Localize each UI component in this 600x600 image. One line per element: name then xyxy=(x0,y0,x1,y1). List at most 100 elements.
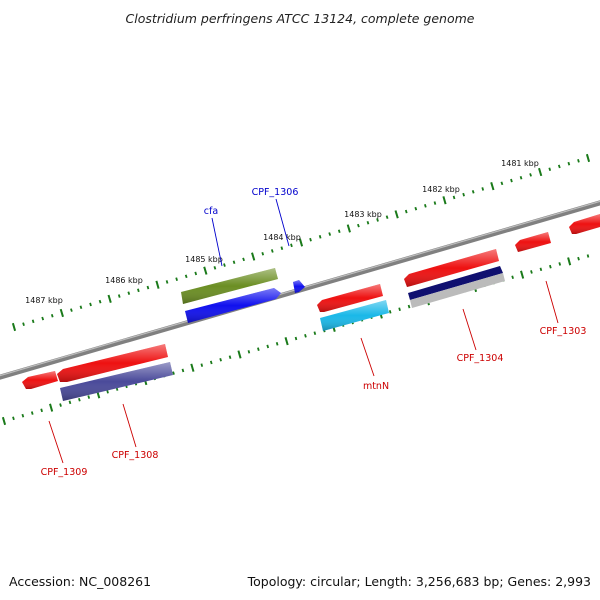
gene-cpf-1304-red[interactable] xyxy=(404,249,499,287)
gene-cpf-1306[interactable] xyxy=(293,280,305,293)
inner-tick-track xyxy=(1,254,590,426)
gene-label-cpf-1308[interactable]: CPF_1308 xyxy=(112,450,159,461)
minor-tick xyxy=(357,223,360,228)
minor-tick xyxy=(59,403,62,407)
major-tick xyxy=(155,280,160,289)
minor-tick xyxy=(500,181,504,186)
minor-tick xyxy=(388,310,392,314)
minor-tick xyxy=(223,263,226,267)
minor-tick xyxy=(398,307,401,312)
minor-tick xyxy=(257,347,260,351)
major-tick xyxy=(59,308,64,318)
gene-cpf-1309[interactable] xyxy=(22,371,58,389)
minor-tick xyxy=(366,220,370,225)
gene-label-cpf-1306[interactable]: CPF_1306 xyxy=(252,187,299,198)
minor-tick xyxy=(213,266,217,270)
accession-text: Accession: NC_008261 xyxy=(9,574,151,589)
minor-tick xyxy=(21,413,25,418)
minor-tick xyxy=(40,408,43,413)
gene-cpf-1304[interactable] xyxy=(408,266,503,300)
minor-tick xyxy=(106,389,109,394)
minor-tick xyxy=(184,274,188,279)
minor-tick xyxy=(261,251,265,256)
minor-tick xyxy=(328,232,332,236)
minor-tick xyxy=(519,175,523,180)
gene-red-edge[interactable] xyxy=(569,214,600,234)
major-tick xyxy=(49,403,54,412)
major-tick xyxy=(442,196,447,205)
minor-tick xyxy=(407,304,411,309)
minor-tick xyxy=(175,277,178,281)
major-tick xyxy=(203,266,208,275)
minor-tick xyxy=(452,195,456,200)
minor-tick xyxy=(294,336,298,341)
minor-tick xyxy=(586,254,590,258)
gene-blue-forward[interactable] xyxy=(185,288,281,323)
gene-label-cpf-1304[interactable]: CPF_1304 xyxy=(457,353,504,364)
forward-genes xyxy=(181,268,305,323)
gene-label-cpf-1303[interactable]: CPF_1303 xyxy=(540,326,587,337)
minor-tick xyxy=(41,316,45,321)
minor-tick xyxy=(31,319,35,324)
major-tick xyxy=(251,252,256,261)
gene-label-cpf-1309[interactable]: CPF_1309 xyxy=(41,467,88,478)
minor-tick xyxy=(318,235,322,239)
kbp-labels: 1481 kbp 1482 kbp 1483 kbp 1484 kbp 1485… xyxy=(25,159,539,305)
kbp-label-1483: 1483 kbp xyxy=(344,210,382,219)
minor-tick xyxy=(548,167,552,172)
minor-tick xyxy=(266,344,270,349)
minor-tick xyxy=(424,204,427,208)
minor-tick xyxy=(127,291,131,295)
kbp-label-1486: 1486 kbp xyxy=(105,276,143,285)
gene-cfa[interactable] xyxy=(181,268,278,304)
minor-tick xyxy=(549,264,552,269)
minor-tick xyxy=(433,201,437,205)
gene-grey-reverse xyxy=(410,273,505,308)
minor-tick xyxy=(304,334,307,338)
gene-cpf-1303[interactable] xyxy=(515,232,551,252)
minor-tick xyxy=(181,368,185,373)
gene-cpf-1308[interactable] xyxy=(57,344,168,382)
minor-tick xyxy=(481,187,485,191)
minor-tick xyxy=(22,322,25,326)
minor-tick xyxy=(247,350,251,354)
minor-tick xyxy=(558,262,562,266)
gene-label-mtnn[interactable]: mtnN xyxy=(363,381,389,392)
gene-mtnn[interactable] xyxy=(320,300,389,331)
gene-label-cfa[interactable]: cfa xyxy=(204,206,218,217)
minor-tick xyxy=(471,190,475,194)
minor-tick xyxy=(385,215,389,219)
minor-tick xyxy=(539,267,543,272)
minor-tick xyxy=(280,246,284,250)
minor-tick xyxy=(290,243,293,248)
gene-mtnn-red[interactable] xyxy=(317,284,383,312)
major-tick xyxy=(520,270,525,279)
major-tick xyxy=(490,182,495,191)
minor-tick xyxy=(530,270,533,274)
minor-tick xyxy=(510,178,513,183)
minor-tick xyxy=(511,275,514,280)
major-tick xyxy=(11,322,17,332)
gene-slate-reverse[interactable] xyxy=(60,362,173,401)
minor-tick xyxy=(242,257,245,262)
minor-tick xyxy=(228,355,232,359)
reverse-genes xyxy=(22,214,600,401)
minor-tick xyxy=(117,294,121,298)
minor-tick xyxy=(89,302,92,307)
minor-tick xyxy=(337,229,341,234)
minor-tick xyxy=(79,305,83,310)
minor-tick xyxy=(567,161,571,166)
leader-lines xyxy=(48,198,559,464)
minor-tick xyxy=(219,358,222,362)
major-tick xyxy=(1,416,7,426)
major-tick xyxy=(346,224,351,233)
map-title: Clostridium perfringens ATCC 13124, comp… xyxy=(126,11,475,26)
minor-tick xyxy=(404,209,408,214)
minor-tick xyxy=(68,400,72,405)
kbp-label-1487: 1487 kbp xyxy=(25,296,63,305)
minor-tick xyxy=(87,395,91,399)
minor-tick xyxy=(78,397,81,402)
major-tick xyxy=(394,210,399,219)
major-tick xyxy=(567,257,572,266)
minor-tick xyxy=(414,206,418,211)
